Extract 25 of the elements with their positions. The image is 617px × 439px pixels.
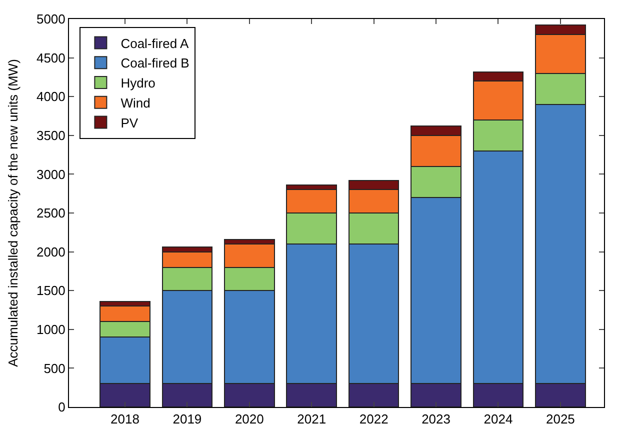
- y-tick-label: 2000: [36, 244, 66, 260]
- y-tick-label: 3000: [36, 166, 66, 182]
- x-tick-label: 2018: [110, 412, 140, 427]
- legend-label: Hydro: [120, 76, 156, 91]
- legend-label: Coal-fired A: [120, 36, 189, 51]
- x-tick-label: 2021: [297, 412, 326, 427]
- x-tick-label: 2024: [484, 412, 513, 427]
- y-tick-label: 4500: [36, 50, 66, 66]
- x-tick-label: 2025: [546, 412, 575, 427]
- y-tick-label: 1500: [36, 283, 66, 298]
- y-tick-label: 1000: [36, 322, 66, 337]
- y-tick-label: 4000: [36, 89, 66, 104]
- y-tick-label: 0: [58, 400, 66, 415]
- x-tick-label: 2023: [422, 412, 450, 427]
- y-axis-title: Accumulated installed capacity of the new units (MW): [5, 59, 20, 367]
- x-tick-label: 2020: [234, 412, 264, 427]
- y-tick-label: 2500: [36, 206, 66, 221]
- x-tick-label: 2019: [172, 412, 202, 427]
- y-tick-label: 3500: [36, 128, 66, 143]
- legend-label: PV: [120, 115, 138, 130]
- x-tick-label: 2022: [359, 412, 388, 427]
- legend-label: Coal-fired B: [120, 56, 190, 71]
- legend-label: Wind: [120, 95, 150, 110]
- y-tick-label: 5000: [36, 12, 66, 27]
- y-tick-label: 500: [44, 360, 66, 376]
